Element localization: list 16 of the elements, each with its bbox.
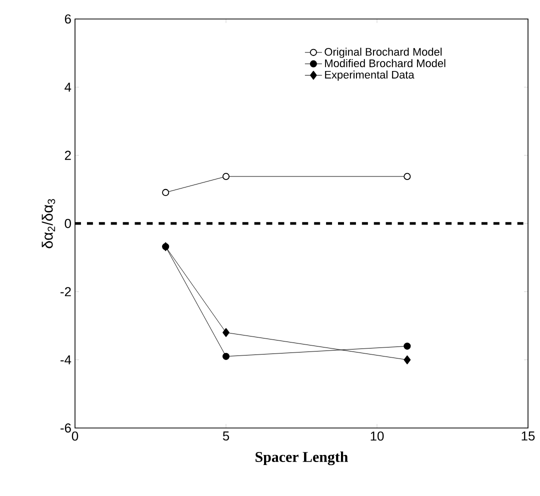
y-tick-label: 0 [64,218,71,228]
y-axis-title: δα$_{2}$/δα$_{3}$ [42,199,56,248]
legend-label: Modified Brochard Model [325,59,446,68]
x-tick-label: 0 [72,432,78,441]
y-tick-label: 4 [64,82,72,92]
y-tick-label: -4 [60,355,72,364]
legend-label: Original Brochard Model [324,48,442,58]
y-tick-label: -2 [60,287,71,296]
y-tick-label: 6 [64,14,71,24]
y-tick-label: 2 [64,150,71,160]
legend-label: Experimental Data [325,70,414,81]
x-tick-label: 10 [370,432,384,441]
x-tick-label: 15 [522,432,535,441]
x-axis-title: Spacer Length [256,452,348,466]
x-tick-label: 5 [222,432,230,441]
y-tick-label: -6 [60,423,71,433]
